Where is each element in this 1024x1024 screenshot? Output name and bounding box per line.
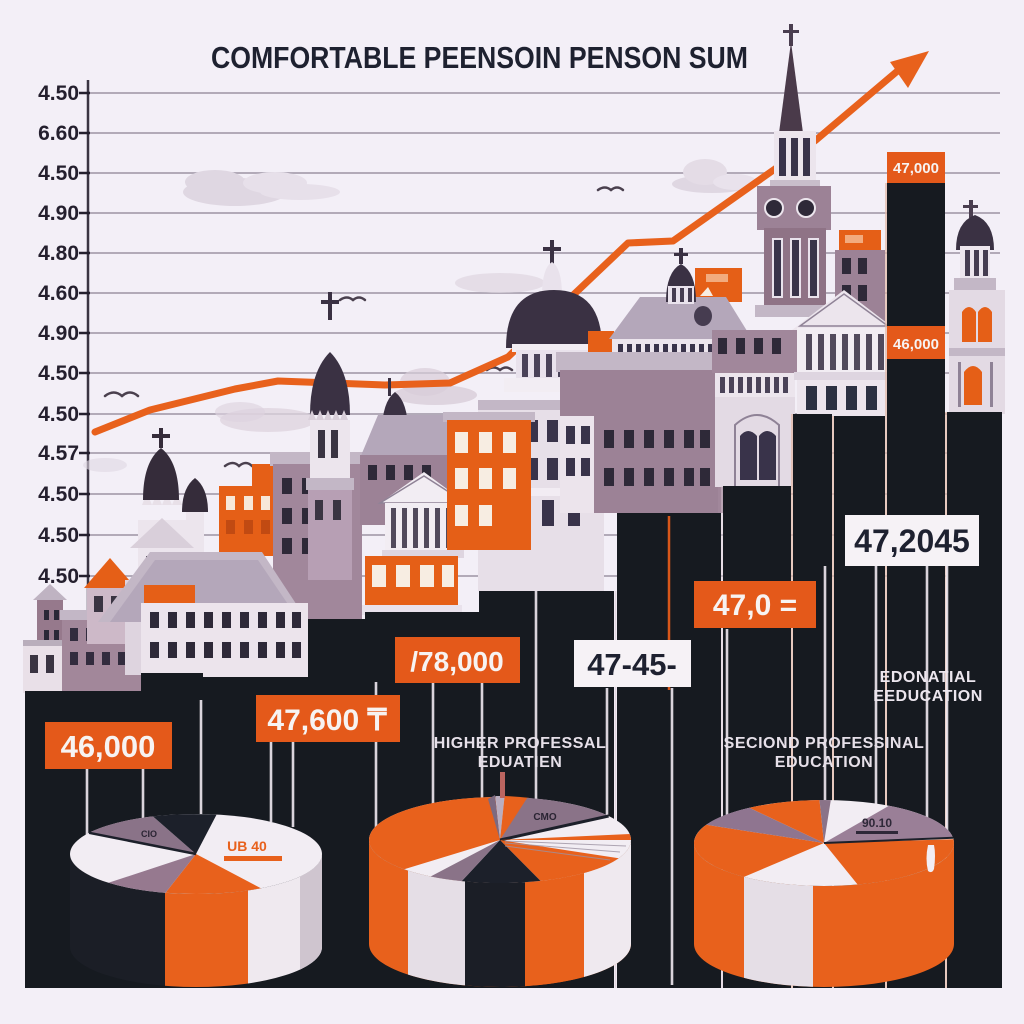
svg-text:EEDUCATION: EEDUCATION (873, 688, 983, 705)
svg-text:CIO: CIO (141, 829, 157, 839)
svg-text:/78,000: /78,000 (410, 646, 503, 677)
svg-text:46,000: 46,000 (893, 336, 939, 353)
svg-text:90.10: 90.10 (862, 816, 892, 830)
svg-text:4.50: 4.50 (38, 524, 79, 547)
svg-text:EDUCATION: EDUCATION (775, 754, 873, 771)
svg-text:4.50: 4.50 (38, 362, 79, 385)
svg-text:4.57: 4.57 (38, 442, 79, 465)
svg-text:EDUATIEN: EDUATIEN (478, 754, 563, 771)
svg-text:47,600 ₸: 47,600 ₸ (267, 704, 387, 737)
svg-text:47,2045: 47,2045 (854, 523, 970, 559)
svg-text:4.90: 4.90 (38, 202, 79, 225)
svg-text:4.50: 4.50 (38, 82, 79, 105)
svg-text:SECIOND PROFESSINAL: SECIOND PROFESSINAL (724, 735, 925, 752)
svg-text:4.50: 4.50 (38, 162, 79, 185)
svg-text:47,0 =: 47,0 = (713, 589, 797, 622)
svg-text:4.50: 4.50 (38, 403, 79, 426)
svg-text:4.60: 4.60 (38, 282, 79, 305)
svg-text:4.90: 4.90 (38, 322, 79, 345)
svg-text:6.60: 6.60 (38, 122, 79, 145)
svg-text:47-45-: 47-45- (587, 647, 677, 682)
svg-text:47,000: 47,000 (893, 160, 939, 177)
svg-text:COMFORTABLE PEENSOIN PENSON SU: COMFORTABLE PEENSOIN PENSON SUM (211, 40, 748, 75)
svg-text:4.80: 4.80 (38, 242, 79, 265)
svg-text:HIGHER PROFESSAL: HIGHER PROFESSAL (434, 735, 606, 752)
svg-text:CMO: CMO (533, 812, 557, 823)
svg-text:4.50: 4.50 (38, 483, 79, 506)
svg-text:EDONATIAL: EDONATIAL (880, 669, 977, 686)
svg-text:4.50: 4.50 (38, 565, 79, 588)
svg-text:46,000: 46,000 (61, 729, 156, 764)
svg-text:UB 40: UB 40 (227, 838, 267, 854)
